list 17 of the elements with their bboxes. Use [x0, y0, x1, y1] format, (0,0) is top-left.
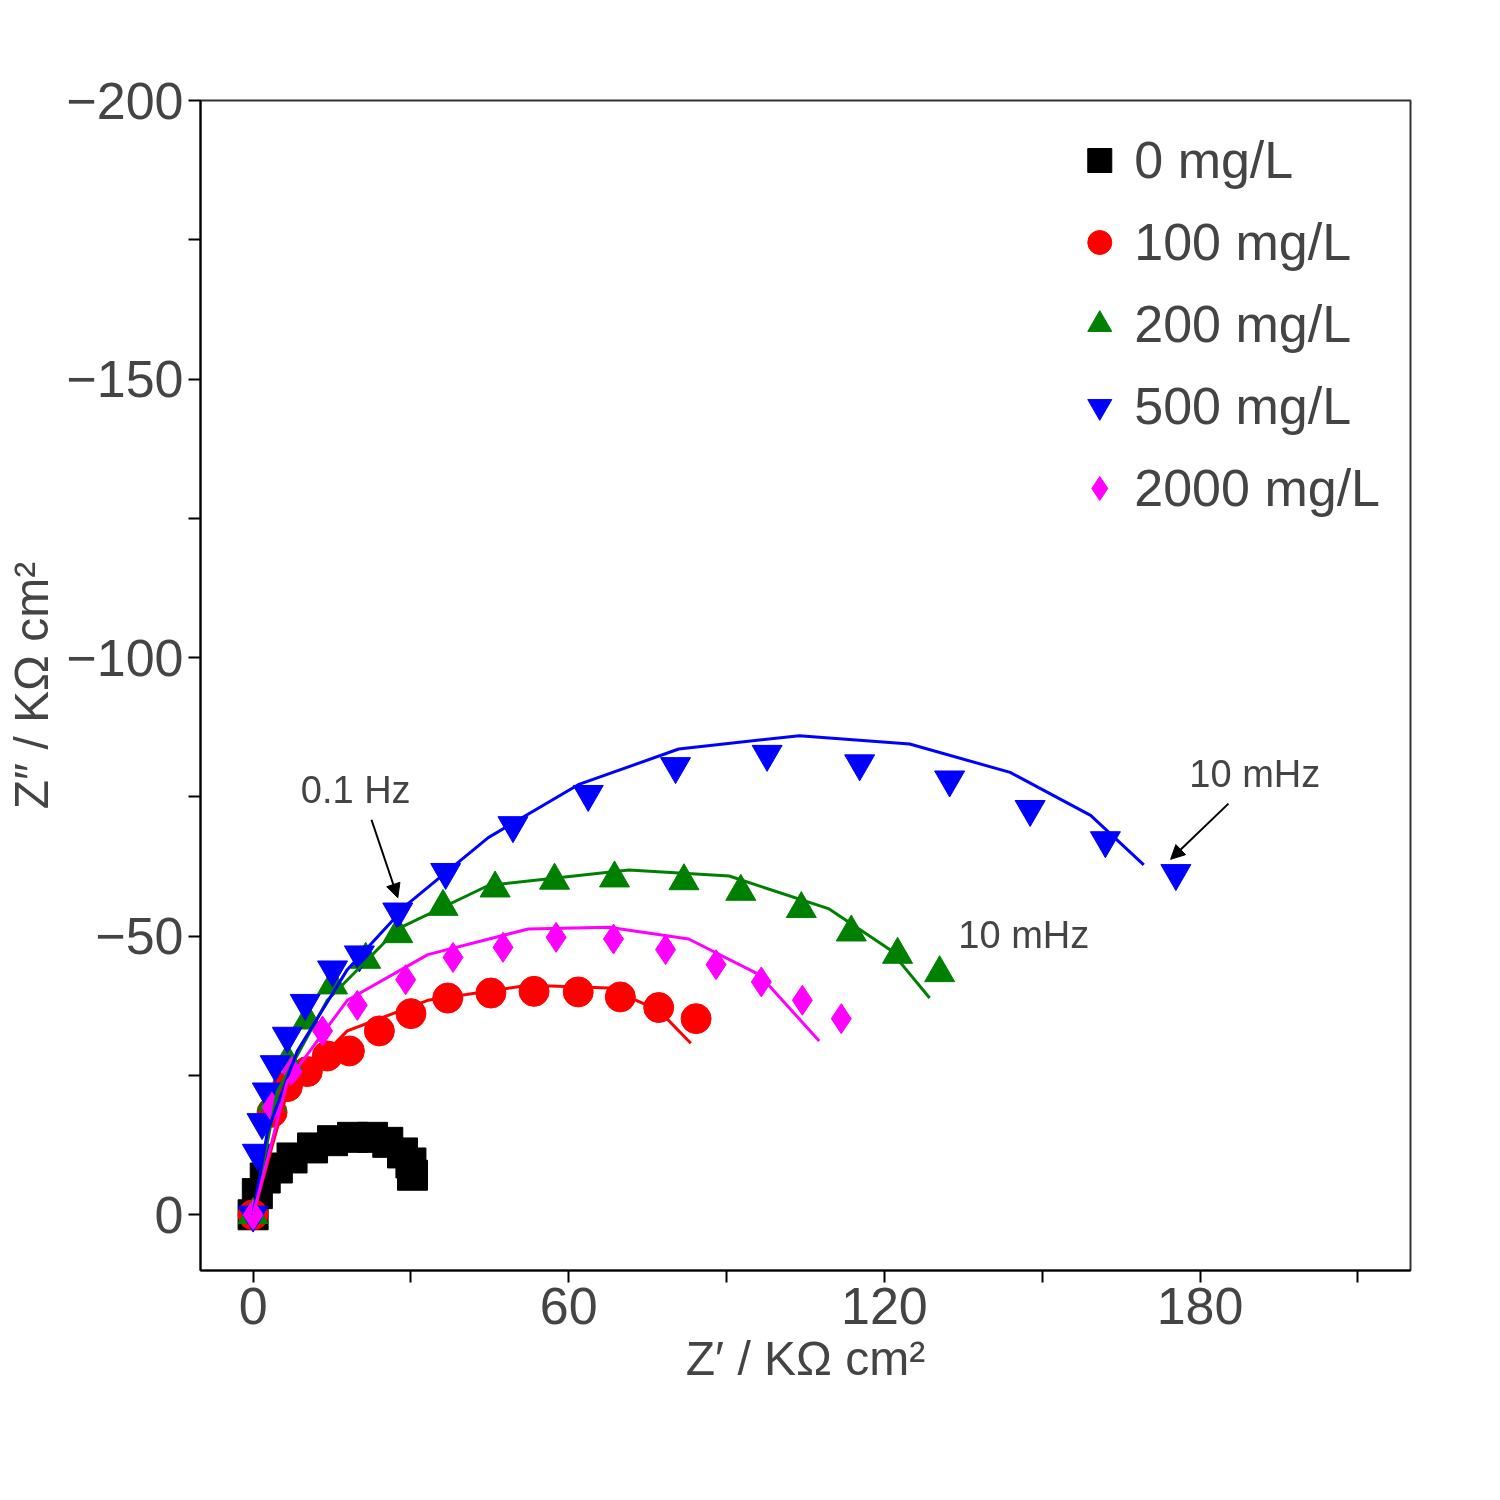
legend-label: 0 mg/L: [1134, 130, 1294, 190]
annotation: 0.1 Hz: [300, 769, 411, 812]
x-tick-label: 180: [1156, 1276, 1244, 1335]
y-axis-title: Z″ / KΩ cm²: [5, 561, 59, 810]
legend-label: 100 mg/L: [1134, 212, 1352, 272]
y-tick-label: −150: [66, 350, 184, 409]
y-tick-label: −50: [95, 907, 184, 966]
annotation: 10 mHz: [1189, 753, 1321, 796]
legend-label: 200 mg/L: [1134, 294, 1352, 354]
y-tick-label: 0: [154, 1185, 184, 1244]
y-tick-label: −200: [66, 71, 184, 130]
x-tick-label: 60: [539, 1276, 598, 1335]
legend-label: 2000 mg/L: [1134, 458, 1380, 518]
y-tick-label: −100: [66, 628, 184, 687]
x-tick-label: 0: [238, 1276, 268, 1335]
annotation: 10 mHz: [958, 914, 1090, 957]
legend-label: 500 mg/L: [1134, 376, 1352, 436]
